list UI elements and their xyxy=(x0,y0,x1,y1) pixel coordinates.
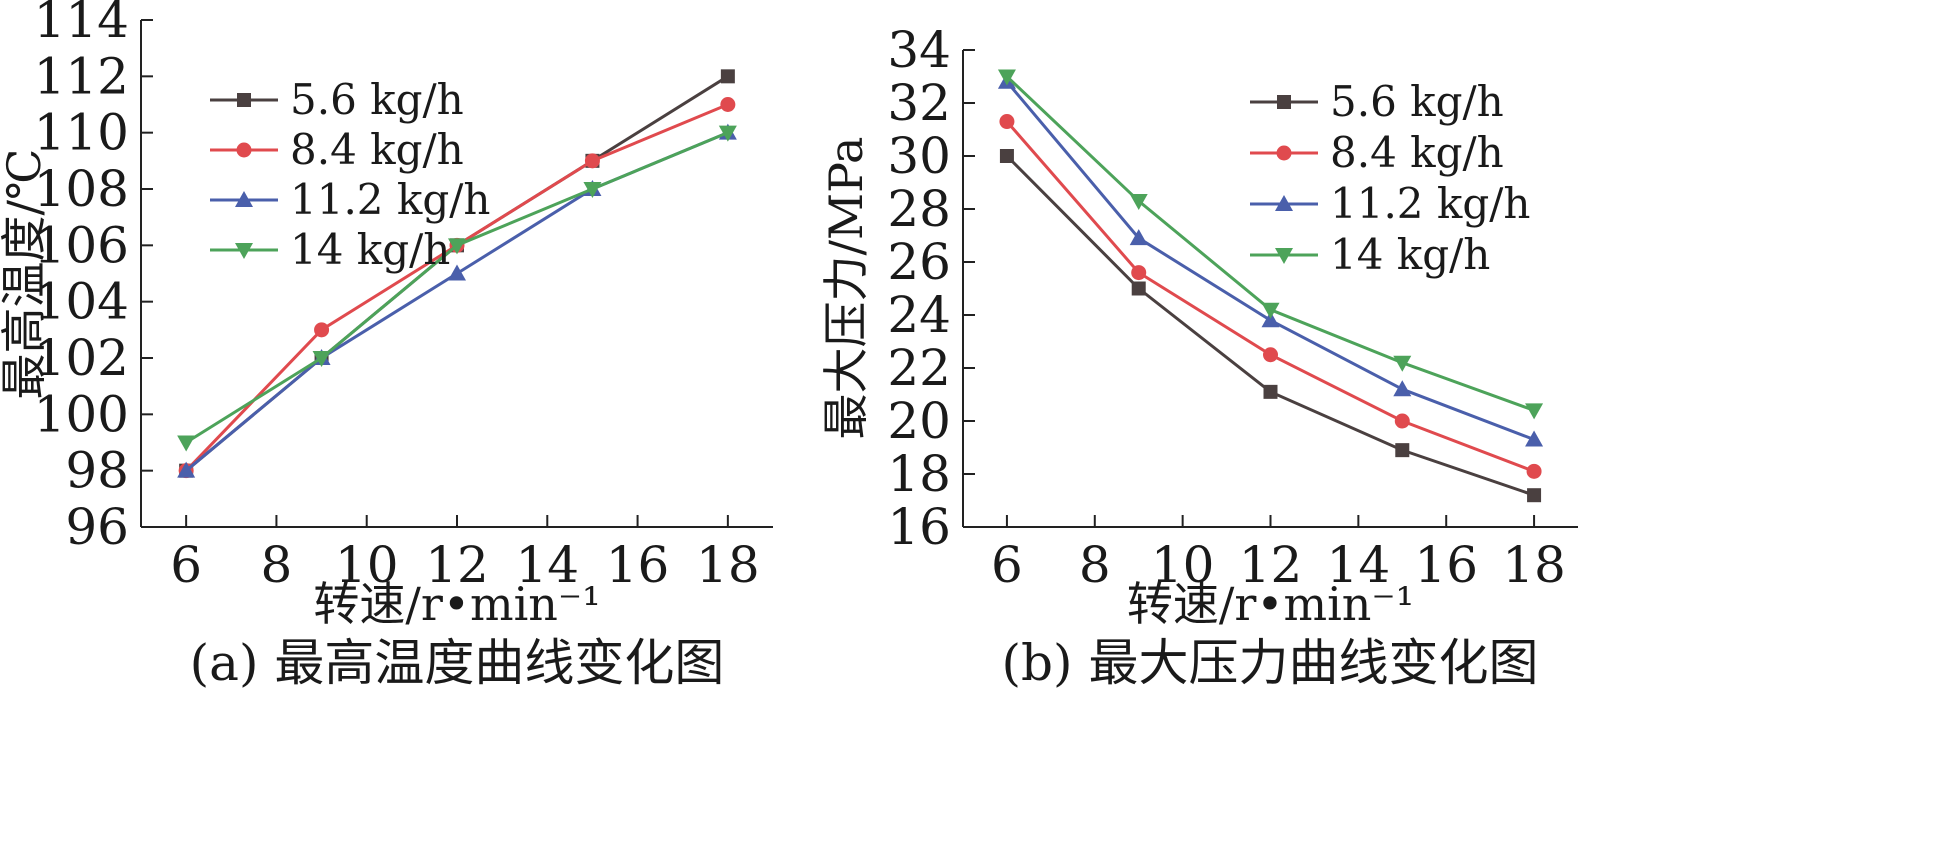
chart-b-series-4-point xyxy=(1261,302,1280,319)
chart-a-series-3-point xyxy=(177,461,196,478)
chart-a-series-3-point xyxy=(448,264,466,281)
chart-a-y-tick-label: 108 xyxy=(34,160,129,218)
chart-a-y-tick-label: 96 xyxy=(65,498,129,556)
chart-b-x-axis-title: 转速/r•min⁻¹ xyxy=(1127,577,1414,631)
chart-a-x-axis-title: 转速/r•min⁻¹ xyxy=(313,577,600,631)
chart-b-series-3-point xyxy=(1393,380,1412,397)
chart-b-legend-label-1: 5.6 kg/h xyxy=(1330,77,1504,126)
chart-a-legend-label-3: 11.2 kg/h xyxy=(290,175,490,224)
chart-b-series-3-point xyxy=(1525,430,1544,447)
chart-b-x-tick-label: 16 xyxy=(1414,536,1478,594)
chart-b-series-1-point xyxy=(1131,281,1146,296)
chart-a-legend-marker-4 xyxy=(235,243,253,259)
chart-b-series-2-point xyxy=(999,114,1015,130)
chart-a-y-tick-label: 104 xyxy=(34,273,129,331)
chart-b-legend-label-3: 11.2 kg/h xyxy=(1330,179,1530,228)
chart-a-series-2-point xyxy=(314,322,330,338)
chart-b-x-tick-label: 12 xyxy=(1239,536,1303,594)
chart-a-legend-marker-1 xyxy=(237,93,251,107)
chart-a-series-2-point xyxy=(720,97,736,112)
chart-a-legend-marker-3 xyxy=(235,191,253,207)
chart-b-legend-label-2: 8.4 kg/h xyxy=(1330,128,1504,177)
chart-a-x-tick-label: 6 xyxy=(170,536,202,594)
chart-b-series-1-point xyxy=(999,149,1014,163)
chart-b-legend: 5.6 kg/h8.4 kg/h11.2 kg/h14 kg/h xyxy=(1250,77,1530,279)
chart-a-legend-label-1: 5.6 kg/h xyxy=(290,75,464,124)
chart-a-y-tick-label: 102 xyxy=(34,329,129,387)
chart-a-series-2-point xyxy=(584,153,600,169)
chart-a-x-tick-label: 8 xyxy=(261,536,293,594)
chart-b-series-2-point xyxy=(1131,265,1147,281)
chart-b-x-tick-label: 10 xyxy=(1151,536,1215,594)
chart-b-series-1-point xyxy=(1395,443,1410,458)
chart-b-x-tick-label: 8 xyxy=(1079,536,1111,594)
chart-b-legend-marker-2 xyxy=(1276,145,1292,161)
chart-a-series-4-point xyxy=(448,238,466,255)
chart-b-y-tick-label: 16 xyxy=(887,498,951,556)
chart-b-series-1-point xyxy=(1527,488,1542,503)
chart-b-legend-marker-1 xyxy=(1277,95,1291,109)
chart-b-x-tick-label: 6 xyxy=(991,536,1023,594)
chart-a-legend-label-2: 8.4 kg/h xyxy=(290,125,464,174)
chart-a-y-tick-label: 110 xyxy=(34,104,129,162)
chart-a-x-tick-label: 14 xyxy=(515,536,579,594)
chart-b-y-axis-title: 最大压力/MPa xyxy=(819,137,873,440)
chart-b-y-tick-label: 18 xyxy=(887,445,951,503)
chart-a-series-4-point xyxy=(718,125,737,142)
chart-b-series-4-point xyxy=(1393,355,1412,372)
chart-a-y-tick-label: 98 xyxy=(65,442,129,500)
chart-b-series-4-point xyxy=(1129,194,1148,211)
chart-a-y-tick-label: 112 xyxy=(34,47,129,105)
chart-a-series-4-point xyxy=(177,435,196,452)
chart-b-y-tick-label: 20 xyxy=(887,392,951,450)
chart-b-caption: (b) 最大压力曲线变化图 xyxy=(1002,634,1539,692)
chart-b-x-tick-label: 14 xyxy=(1327,536,1391,594)
chart-a-series-1-point xyxy=(720,69,735,84)
chart-a-series-4-point xyxy=(583,182,602,198)
chart-a-y-tick-label: 100 xyxy=(34,385,129,443)
chart-a-legend-label-4: 14 kg/h xyxy=(290,225,450,274)
chart-a-series-4-point xyxy=(312,351,331,367)
chart-a-x-tick-label: 18 xyxy=(696,536,760,594)
chart-b-series-4-point xyxy=(997,69,1016,86)
chart-b-series-4-point xyxy=(1525,403,1544,420)
chart-b-y-tick-label: 22 xyxy=(887,339,951,397)
chart-b-legend-marker-3 xyxy=(1275,195,1293,211)
chart-a-y-tick-label: 106 xyxy=(34,216,129,274)
chart-a-x-tick-label: 16 xyxy=(606,536,670,594)
chart-b-series-1-point xyxy=(1263,384,1278,399)
chart-b-y-tick-label: 34 xyxy=(887,21,951,79)
chart-b-y-tick-label: 30 xyxy=(887,127,951,185)
chart-b-series-2-point xyxy=(1526,463,1542,479)
chart-b-series-3-point xyxy=(1261,311,1280,328)
chart-a-caption: (a) 最高温度曲线变化图 xyxy=(190,634,725,692)
chart-b-legend-label-4: 14 kg/h xyxy=(1330,230,1490,279)
chart-a-y-tick-label: 114 xyxy=(34,0,129,49)
chart-a-legend-marker-2 xyxy=(236,142,252,158)
chart-a-y-axis-title: 最高温度/℃ xyxy=(0,149,51,400)
chart-b-y-tick-label: 28 xyxy=(887,180,951,238)
chart-b-series-2-point xyxy=(1394,413,1410,429)
chart-b-y-tick-label: 32 xyxy=(887,74,951,132)
chart-a-x-tick-label: 12 xyxy=(425,536,489,594)
chart-b-x-tick-label: 18 xyxy=(1502,536,1566,594)
chart-b-y-tick-label: 26 xyxy=(887,233,951,291)
chart-a-legend: 5.6 kg/h8.4 kg/h11.2 kg/h14 kg/h xyxy=(210,75,490,274)
chart-b-legend-marker-4 xyxy=(1275,248,1293,264)
chart-b-y-tick-label: 24 xyxy=(887,286,951,344)
chart-b-series-2-point xyxy=(1263,347,1278,363)
chart-b-series-3-point xyxy=(1129,229,1148,246)
chart-a-x-tick-label: 10 xyxy=(335,536,399,594)
